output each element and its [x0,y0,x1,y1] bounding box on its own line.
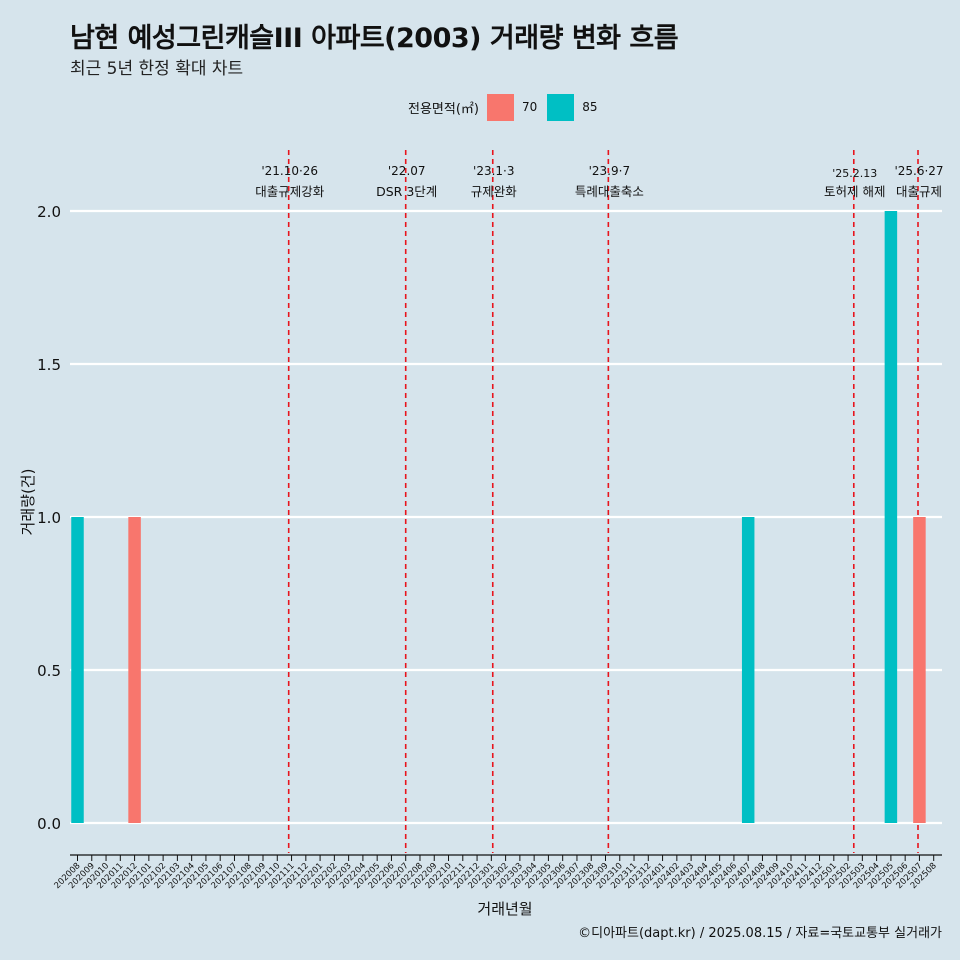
legend-label-70: 70 [521,100,538,114]
bar [71,517,84,823]
legend-label-85: 85 [582,100,598,114]
event-date-label: '25.2.13 [832,167,877,180]
legend-swatch-70 [486,93,514,121]
chart-title: 남현 예성그린캐슬III 아파트(2003) 거래량 변화 흐름 [70,23,679,54]
y-tick-label: 1.0 [37,509,61,527]
chart-subtitle: 최근 5년 한정 확대 차트 [70,59,244,79]
y-tick-label: 2.0 [37,203,61,221]
event-name-label: 특례대출축소 [575,184,644,199]
bar [913,517,926,823]
source-caption: ©디아파트(dapt.kr) / 2025.08.15 / 자료=국토교통부 실… [578,926,942,941]
y-tick-label: 0.0 [37,815,61,833]
legend-swatch-85 [547,93,575,121]
event-date-label: '23.9·7 [589,164,630,178]
event-date-label: '22.07 [388,164,426,178]
event-name-label: 규제완화 [471,184,518,199]
event-name-label: 토허제 해제 [824,184,885,199]
event-lines [287,150,919,853]
bars [71,211,926,823]
x-axis: 2020082020092020102020112020122021012021… [53,854,942,891]
legend-title: 전용면적(㎡) [408,101,479,117]
event-labels: '21.10·26 대출규제강화 '22.07 DSR 3단계 '23.1·3 규제완화 '… [255,164,943,199]
event-name-label: 대출규제강화 [255,184,325,199]
bar [128,517,141,823]
event-date-label: '21.10·26 [261,164,318,178]
bar [741,517,755,823]
y-axis-title: 거래량(건) [19,469,37,536]
legend: 전용면적(㎡) 70 85 [408,93,608,121]
event-name-label: 대출규제 [896,184,942,199]
x-axis-title: 거래년월 [477,900,532,918]
y-tick-label: 0.5 [37,662,61,680]
event-name-label: DSR 3단계 [376,184,437,199]
grid-lines [70,209,942,825]
event-date-label: '25.6·27 [894,164,943,178]
event-date-label: '23.1·3 [473,164,514,178]
y-axis: 0.0 0.5 1.0 1.5 2.0 [37,203,61,833]
y-tick-label: 1.5 [37,356,61,374]
bar [884,211,898,823]
